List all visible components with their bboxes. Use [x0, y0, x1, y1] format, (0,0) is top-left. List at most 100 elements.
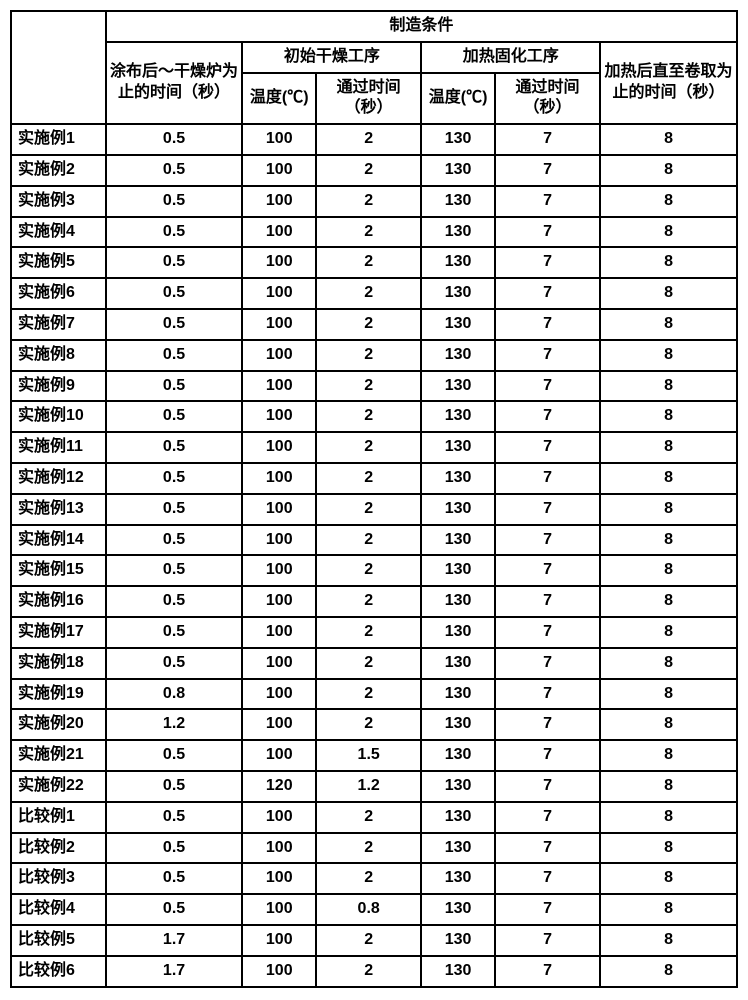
cell-value: 8: [600, 155, 737, 186]
cell-value: 2: [316, 432, 421, 463]
row-label: 比较例5: [11, 925, 106, 956]
row-label: 实施例19: [11, 679, 106, 710]
cell-value: 100: [242, 278, 316, 309]
cell-value: 0.5: [106, 648, 243, 679]
table-row: 实施例20.5100213078: [11, 155, 737, 186]
cell-value: 100: [242, 863, 316, 894]
cell-value: 130: [421, 586, 495, 617]
cell-value: 130: [421, 617, 495, 648]
cell-value: 7: [495, 525, 600, 556]
row-label: 实施例22: [11, 771, 106, 802]
row-label: 实施例20: [11, 709, 106, 740]
cell-value: 7: [495, 217, 600, 248]
cell-value: 7: [495, 247, 600, 278]
cell-value: 2: [316, 340, 421, 371]
header-top: 制造条件: [106, 11, 737, 42]
cell-value: 8: [600, 309, 737, 340]
table-row: 比较例20.5100213078: [11, 833, 737, 864]
row-label: 实施例12: [11, 463, 106, 494]
cell-value: 130: [421, 956, 495, 987]
header-sub-time-1: 通过时间（秒）: [316, 73, 421, 125]
cell-value: 130: [421, 309, 495, 340]
cell-value: 100: [242, 894, 316, 925]
cell-value: 8: [600, 525, 737, 556]
cell-value: 130: [421, 463, 495, 494]
cell-value: 0.5: [106, 371, 243, 402]
cell-value: 8: [600, 124, 737, 155]
cell-value: 7: [495, 679, 600, 710]
row-label: 实施例14: [11, 525, 106, 556]
row-label: 实施例5: [11, 247, 106, 278]
cell-value: 130: [421, 155, 495, 186]
cell-value: 100: [242, 401, 316, 432]
cell-value: 2: [316, 679, 421, 710]
cell-value: 2: [316, 309, 421, 340]
cell-value: 7: [495, 186, 600, 217]
cell-value: 0.5: [106, 894, 243, 925]
table-row: 比较例61.7100213078: [11, 956, 737, 987]
cell-value: 100: [242, 247, 316, 278]
table-body: 实施例10.5100213078实施例20.5100213078实施例30.51…: [11, 124, 737, 986]
row-label: 实施例11: [11, 432, 106, 463]
header-col6: 加热后直至卷取为止的时间（秒）: [600, 42, 737, 124]
cell-value: 8: [600, 247, 737, 278]
cell-value: 130: [421, 833, 495, 864]
table-row: 实施例160.5100213078: [11, 586, 737, 617]
row-label: 实施例7: [11, 309, 106, 340]
cell-value: 7: [495, 494, 600, 525]
table-row: 实施例130.5100213078: [11, 494, 737, 525]
cell-value: 8: [600, 432, 737, 463]
table-row: 实施例210.51001.513078: [11, 740, 737, 771]
row-label: 实施例3: [11, 186, 106, 217]
cell-value: 7: [495, 617, 600, 648]
cell-value: 0.8: [106, 679, 243, 710]
cell-value: 7: [495, 802, 600, 833]
cell-value: 7: [495, 278, 600, 309]
cell-value: 130: [421, 555, 495, 586]
row-label: 实施例17: [11, 617, 106, 648]
cell-value: 7: [495, 956, 600, 987]
conditions-table: 制造条件 涂布后～干燥炉为止的时间（秒） 初始干燥工序 加热固化工序 加热后直至…: [10, 10, 738, 988]
cell-value: 8: [600, 217, 737, 248]
header-sub-temp-2: 温度(℃): [421, 73, 495, 125]
cell-value: 130: [421, 247, 495, 278]
table-row: 实施例120.5100213078: [11, 463, 737, 494]
cell-value: 100: [242, 709, 316, 740]
cell-value: 0.5: [106, 771, 243, 802]
cell-value: 7: [495, 863, 600, 894]
row-label: 实施例21: [11, 740, 106, 771]
cell-value: 8: [600, 925, 737, 956]
cell-value: 7: [495, 894, 600, 925]
cell-value: 2: [316, 124, 421, 155]
row-label: 实施例13: [11, 494, 106, 525]
cell-value: 1.5: [316, 740, 421, 771]
cell-value: 100: [242, 463, 316, 494]
cell-value: 2: [316, 555, 421, 586]
cell-value: 8: [600, 802, 737, 833]
cell-value: 7: [495, 555, 600, 586]
cell-value: 8: [600, 863, 737, 894]
cell-value: 100: [242, 586, 316, 617]
cell-value: 0.5: [106, 740, 243, 771]
table-row: 实施例100.5100213078: [11, 401, 737, 432]
cell-value: 8: [600, 586, 737, 617]
cell-value: 0.5: [106, 525, 243, 556]
row-label: 比较例4: [11, 894, 106, 925]
cell-value: 0.5: [106, 833, 243, 864]
cell-value: 1.7: [106, 956, 243, 987]
cell-value: 8: [600, 494, 737, 525]
cell-value: 8: [600, 617, 737, 648]
cell-value: 130: [421, 863, 495, 894]
table-row: 实施例70.5100213078: [11, 309, 737, 340]
cell-value: 2: [316, 586, 421, 617]
cell-value: 8: [600, 371, 737, 402]
cell-value: 0.5: [106, 463, 243, 494]
cell-value: 130: [421, 648, 495, 679]
table-row: 实施例190.8100213078: [11, 679, 737, 710]
row-label: 实施例6: [11, 278, 106, 309]
row-label: 实施例1: [11, 124, 106, 155]
cell-value: 8: [600, 401, 737, 432]
cell-value: 0.5: [106, 555, 243, 586]
row-label: 比较例6: [11, 956, 106, 987]
cell-value: 2: [316, 371, 421, 402]
